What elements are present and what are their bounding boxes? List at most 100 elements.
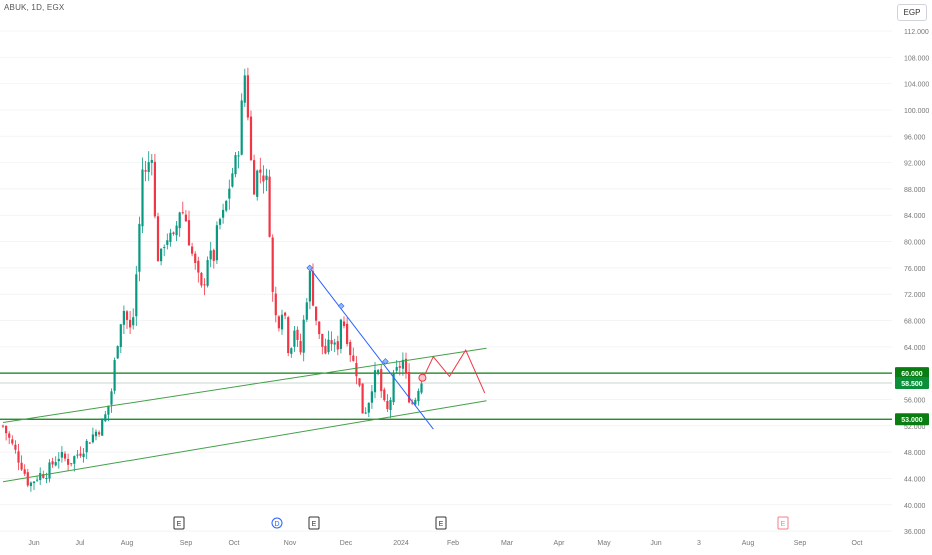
candle-body — [349, 342, 352, 356]
x-tick-label: Dec — [340, 540, 353, 547]
candle-body — [14, 444, 17, 450]
candle-body — [336, 341, 339, 350]
candle-body — [36, 479, 39, 481]
event-marker-label: D — [274, 521, 279, 528]
candle-body — [392, 372, 395, 403]
candle-body — [361, 383, 364, 414]
x-tick-label: Aug — [121, 540, 134, 547]
candle-body — [373, 370, 377, 393]
candle-body — [339, 319, 342, 349]
candle-body — [377, 370, 380, 373]
candle-body — [274, 293, 277, 316]
candle-body — [98, 432, 101, 435]
candle-body — [228, 188, 231, 199]
drawings-layer — [2, 264, 487, 483]
candle-body — [122, 310, 125, 325]
earnings-badge — [173, 516, 185, 530]
currency-button[interactable]: EGP — [897, 4, 927, 21]
candle-body — [364, 412, 367, 414]
candle-body — [302, 319, 305, 353]
candle-body — [51, 461, 54, 465]
price-label-text: 60.000 — [901, 371, 923, 378]
grid-layer — [0, 30, 892, 532]
trend-pivot-point — [382, 358, 389, 365]
candle-body — [287, 317, 290, 354]
candle-body — [389, 400, 392, 411]
candle-body — [284, 312, 287, 316]
y-tick-label: 44.000 — [904, 476, 926, 483]
candle-body — [194, 253, 197, 263]
candle-body — [383, 389, 386, 401]
candle-body — [342, 321, 346, 326]
dividend-badge — [271, 517, 283, 529]
candle-body — [181, 212, 184, 214]
event-marker-label: E — [781, 521, 786, 528]
y-tick-label: 92.000 — [904, 161, 926, 168]
x-tick-label: Jul — [76, 540, 85, 547]
descending-trendline — [309, 267, 434, 430]
candle-body — [156, 216, 160, 262]
y-tick-label: 72.000 — [904, 292, 926, 299]
candle-body — [268, 176, 271, 237]
candle-body — [408, 372, 411, 403]
candle-body — [197, 260, 200, 273]
candle-body — [200, 272, 203, 286]
candle-body — [370, 391, 373, 403]
candle-body — [203, 284, 206, 286]
candle-body — [67, 458, 70, 465]
candle-body — [54, 462, 57, 466]
earnings-marker[interactable]: E — [777, 516, 789, 530]
candle-body — [42, 474, 45, 478]
y-tick-label: 80.000 — [904, 240, 926, 247]
candle-body — [135, 274, 138, 317]
candle-body — [420, 383, 423, 393]
earnings-marker[interactable]: E — [308, 516, 320, 530]
candle-body — [330, 340, 333, 345]
candle-body — [380, 369, 383, 392]
candle-body — [147, 162, 150, 172]
earnings-marker[interactable]: E — [435, 516, 447, 530]
alert-marker — [418, 373, 427, 382]
candle-body — [358, 378, 361, 386]
candle-body — [88, 442, 91, 444]
candle-body — [299, 341, 302, 353]
candle-body — [352, 355, 355, 361]
candle-body — [222, 209, 225, 218]
price-label-text: 53.000 — [901, 417, 923, 424]
candle-body — [225, 200, 228, 211]
dividend-marker[interactable]: D — [271, 517, 283, 529]
candle-body — [144, 170, 147, 172]
time-axis: Jun Jul Aug Sep Oct Nov Dec 2024 Feb Mar Apr May Jun… — [28, 540, 862, 547]
candle-body — [73, 456, 76, 464]
candle-body — [417, 390, 420, 402]
x-tick-label: Sep — [180, 540, 193, 547]
candle-body — [178, 212, 181, 229]
candle-body — [60, 451, 63, 458]
event-marker-label: E — [177, 521, 182, 528]
candle-body — [259, 169, 262, 173]
price-label-bg — [895, 367, 929, 380]
x-tick-label: Sep — [794, 540, 807, 547]
candle-body — [26, 472, 29, 486]
x-tick-label: Oct — [229, 540, 240, 547]
candle-body — [5, 425, 8, 434]
candle-body — [346, 323, 349, 344]
x-tick-label: Apr — [554, 540, 566, 547]
channel-lower-line — [2, 400, 487, 483]
earnings-marker[interactable]: E — [173, 516, 185, 530]
event-marker-label: E — [312, 521, 317, 528]
candle-body — [91, 434, 94, 443]
price-label-bg — [895, 377, 929, 390]
candle-body — [367, 402, 370, 413]
y-tick-label: 88.000 — [904, 187, 926, 194]
candle-body — [110, 391, 113, 405]
y-tick-label: 36.000 — [904, 529, 926, 536]
candle-body — [333, 342, 336, 345]
candle-body — [63, 453, 67, 459]
candle-body — [138, 223, 141, 272]
candle-body — [8, 433, 11, 438]
x-tick-label: Mar — [501, 540, 514, 547]
horizontal-levels — [0, 372, 892, 420]
